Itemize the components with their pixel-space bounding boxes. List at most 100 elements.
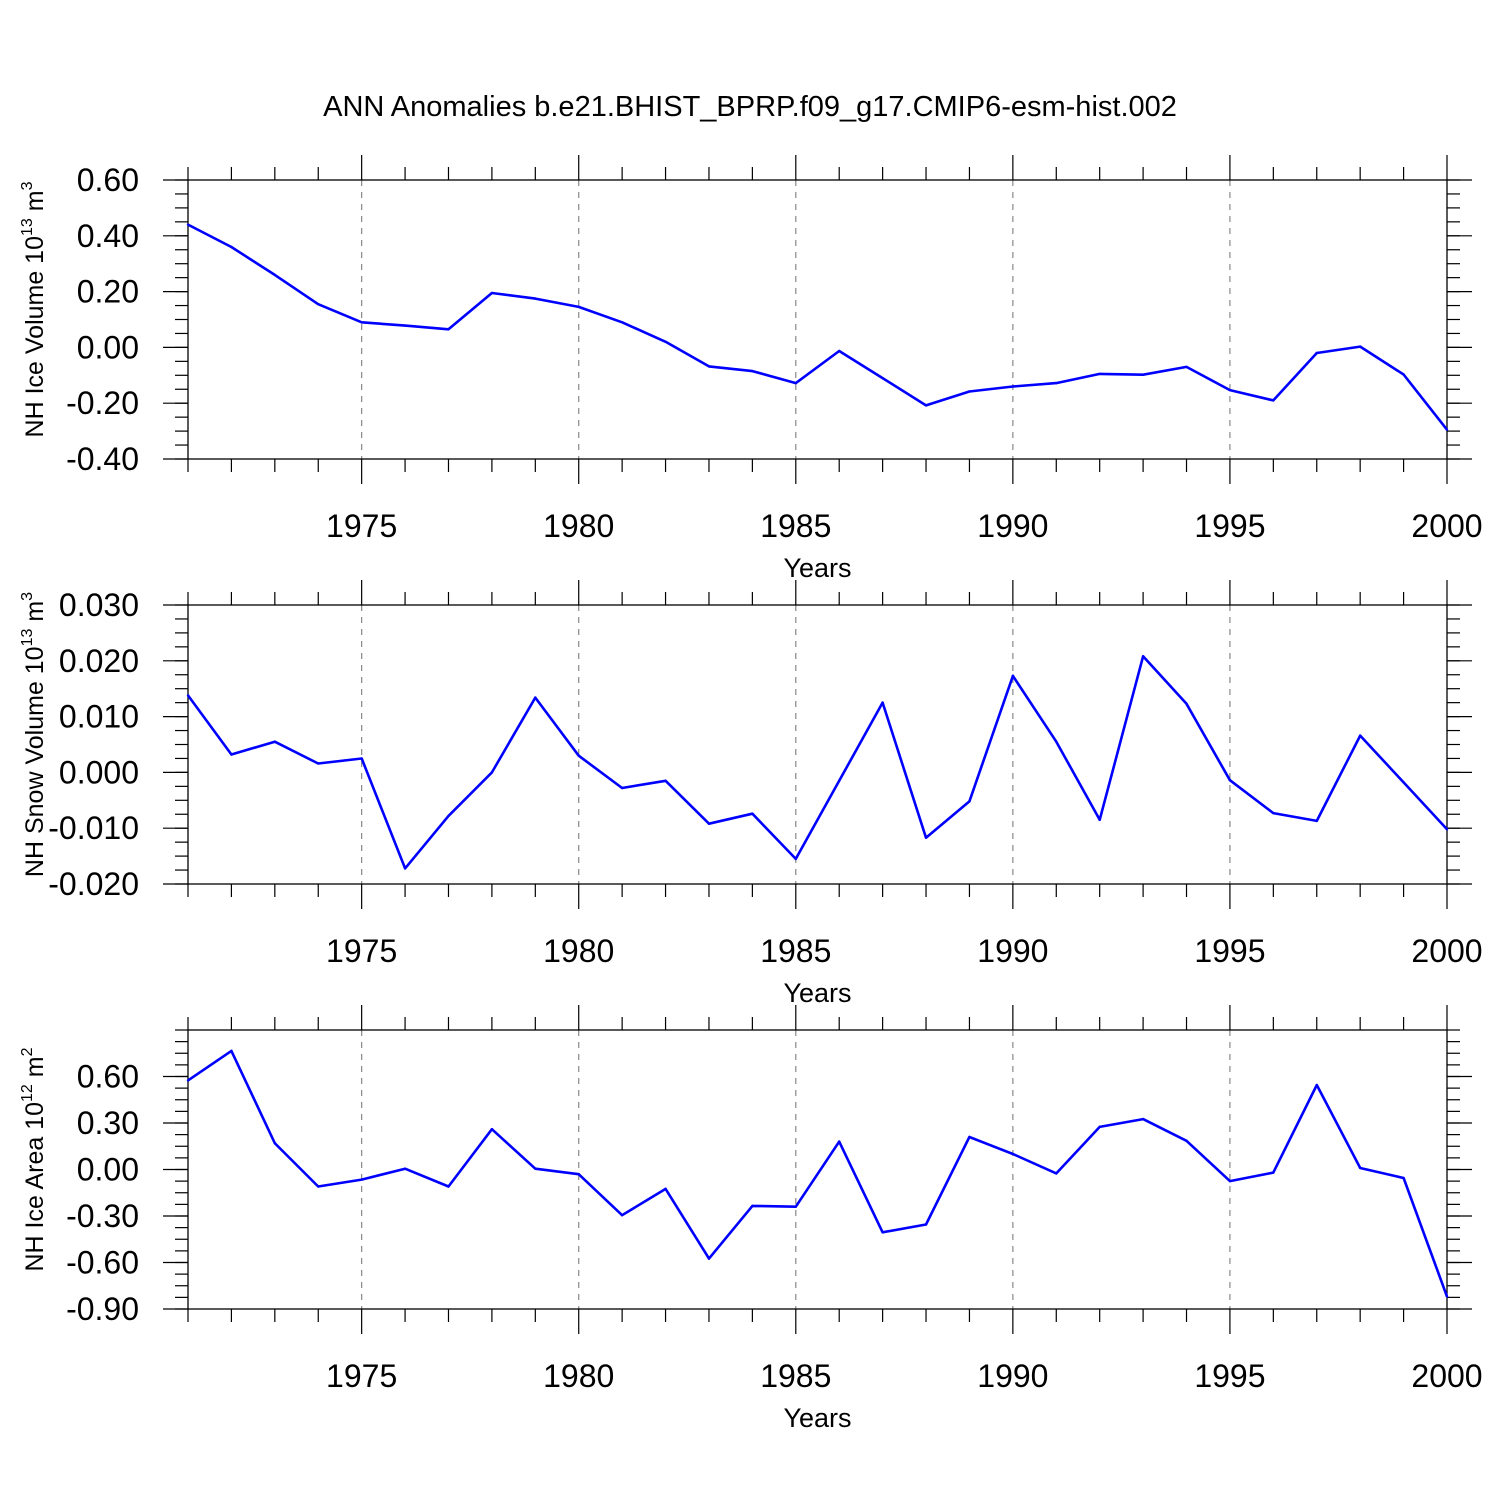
y-axis-label-part: 3 (19, 181, 36, 190)
data-point-ice-volume-1974 (317, 302, 320, 306)
data-point-snow-volume-1977 (447, 814, 450, 818)
data-point-snow-volume-1997 (1315, 819, 1318, 823)
data-point-ice-area-1996 (1272, 1171, 1275, 1174)
y-tick-label-ice-area: 0.60 (77, 1059, 139, 1095)
data-point-ice-area-1998 (1358, 1166, 1362, 1170)
data-point-snow-volume-1983 (707, 822, 711, 825)
data-point-ice-area-1994 (1185, 1139, 1188, 1143)
y-axis-label-part: m (21, 601, 49, 629)
y-axis-label-snow-volume: NH Snow Volume 1013 m3 (19, 592, 49, 877)
data-point-ice-volume-1989 (968, 390, 971, 393)
data-point-ice-area-1972 (230, 1049, 233, 1053)
plot-frame-ice-area (187, 1029, 1448, 1310)
data-point-ice-area-1974 (317, 1185, 320, 1188)
x-tick-label-ice-area-1980: 1980 (543, 1358, 614, 1394)
data-point-ice-volume-1976 (403, 324, 407, 327)
y-tick-label-ice-volume: 0.40 (77, 218, 139, 254)
y-tick-label-snow-volume: 0.010 (59, 699, 139, 735)
x-tick-label-snow-volume-1985: 1985 (760, 933, 831, 969)
data-point-snow-volume-1979 (534, 696, 537, 699)
x-tick-label-ice-volume-1985: 1985 (760, 508, 831, 544)
data-point-ice-volume-1985 (794, 381, 797, 385)
y-axis-label-part: 10 (21, 236, 49, 264)
x-tick-label-snow-volume-1975: 1975 (326, 933, 397, 969)
data-point-ice-area-1980 (577, 1172, 580, 1176)
y-axis-label-ice-area: NH Ice Area 1012 m2 (19, 1047, 49, 1271)
data-point-ice-area-1989 (968, 1135, 971, 1139)
data-point-snow-volume-1975 (360, 757, 363, 760)
data-point-ice-area-1971 (186, 1079, 190, 1082)
data-point-ice-area-1983 (707, 1257, 711, 1260)
y-axis-label-part: NH Snow Volume (21, 674, 49, 877)
x-tick-label-ice-volume-1980: 1980 (543, 508, 614, 544)
data-point-ice-volume-1997 (1315, 351, 1318, 355)
data-point-ice-volume-1987 (881, 376, 884, 380)
data-point-ice-area-1991 (1055, 1172, 1058, 1175)
y-axis-label-part: m (21, 190, 49, 218)
data-point-snow-volume-1980 (577, 754, 580, 757)
data-point-snow-volume-1991 (1055, 740, 1058, 743)
data-point-snow-volume-1990 (1011, 674, 1015, 678)
data-point-ice-volume-1983 (707, 365, 711, 368)
y-tick-label-ice-volume: -0.20 (66, 385, 139, 421)
data-point-ice-volume-1993 (1141, 373, 1145, 376)
y-tick-label-ice-volume: 0.20 (77, 274, 139, 310)
data-point-ice-area-1990 (1011, 1152, 1015, 1156)
data-point-snow-volume-1987 (881, 701, 884, 704)
y-tick-label-snow-volume: -0.010 (48, 810, 139, 846)
y-axis-label-part: 13 (19, 218, 36, 236)
y-axis-label-part: NH Ice Area (21, 1130, 49, 1272)
y-tick-label-ice-volume: 0.60 (77, 162, 139, 198)
y-tick-label-snow-volume: 0.000 (59, 754, 139, 790)
data-point-ice-area-1977 (447, 1185, 450, 1188)
data-point-ice-area-1981 (620, 1214, 624, 1217)
data-point-ice-volume-1992 (1098, 372, 1101, 376)
data-point-ice-volume-1994 (1185, 365, 1188, 369)
x-tick-label-ice-area-2000: 2000 (1411, 1358, 1482, 1394)
x-tick-label-ice-area-1990: 1990 (977, 1358, 1048, 1394)
data-point-snow-volume-1971 (186, 694, 190, 697)
data-point-ice-volume-1995 (1228, 388, 1232, 392)
data-point-ice-volume-1986 (838, 349, 841, 353)
data-point-snow-volume-1995 (1228, 779, 1232, 782)
data-point-ice-volume-1979 (534, 297, 537, 300)
data-point-snow-volume-1985 (794, 857, 797, 861)
x-tick-label-ice-volume-1975: 1975 (326, 508, 397, 544)
y-tick-label-ice-volume: 0.00 (77, 329, 139, 365)
y-axis-label-part: 2 (19, 1047, 36, 1056)
y-tick-label-ice-area: -0.90 (66, 1291, 139, 1327)
panel-ice-volume: 1975 1980 1985 1990 1995 2000 0.60 0.40 0.20 0.00… (19, 155, 1483, 583)
data-point-ice-area-1976 (403, 1167, 407, 1170)
data-point-ice-volume-1972 (230, 245, 233, 249)
data-point-ice-volume-1990 (1011, 385, 1015, 388)
data-point-snow-volume-1984 (751, 812, 754, 815)
data-point-ice-area-1992 (1098, 1125, 1101, 1129)
y-tick-label-ice-volume: -0.40 (66, 441, 139, 477)
y-axis-label-part: 13 (19, 629, 36, 647)
x-tick-label-snow-volume-2000: 2000 (1411, 933, 1482, 969)
data-point-ice-volume-1975 (360, 321, 363, 324)
data-point-snow-volume-1996 (1272, 811, 1275, 815)
x-tick-label-ice-area-1985: 1985 (760, 1358, 831, 1394)
data-point-ice-area-1984 (751, 1204, 754, 1208)
data-point-snow-volume-1992 (1098, 818, 1101, 822)
data-point-ice-area-1993 (1141, 1117, 1145, 1121)
data-point-ice-volume-1999 (1402, 373, 1405, 376)
data-point-ice-area-1979 (534, 1167, 537, 1170)
y-axis-label-part: 12 (19, 1084, 36, 1102)
y-tick-label-ice-area: -0.60 (66, 1245, 139, 1281)
y-axis-label-part: 10 (21, 1102, 49, 1130)
data-point-snow-volume-1976 (403, 867, 407, 870)
data-point-snow-volume-1974 (317, 762, 320, 765)
data-point-ice-area-1973 (273, 1141, 277, 1145)
x-tick-label-ice-area-1975: 1975 (326, 1358, 397, 1394)
data-point-ice-volume-1988 (924, 404, 928, 407)
data-point-ice-area-1985 (794, 1205, 797, 1208)
x-axis-label-snow-volume: Years (783, 978, 851, 1008)
data-point-ice-area-1997 (1315, 1083, 1318, 1087)
y-axis-label-part: NH Ice Volume (21, 264, 49, 438)
x-tick-label-snow-volume-1995: 1995 (1194, 933, 1265, 969)
x-tick-label-ice-area-1995: 1995 (1194, 1358, 1265, 1394)
data-point-ice-volume-1991 (1055, 381, 1058, 385)
